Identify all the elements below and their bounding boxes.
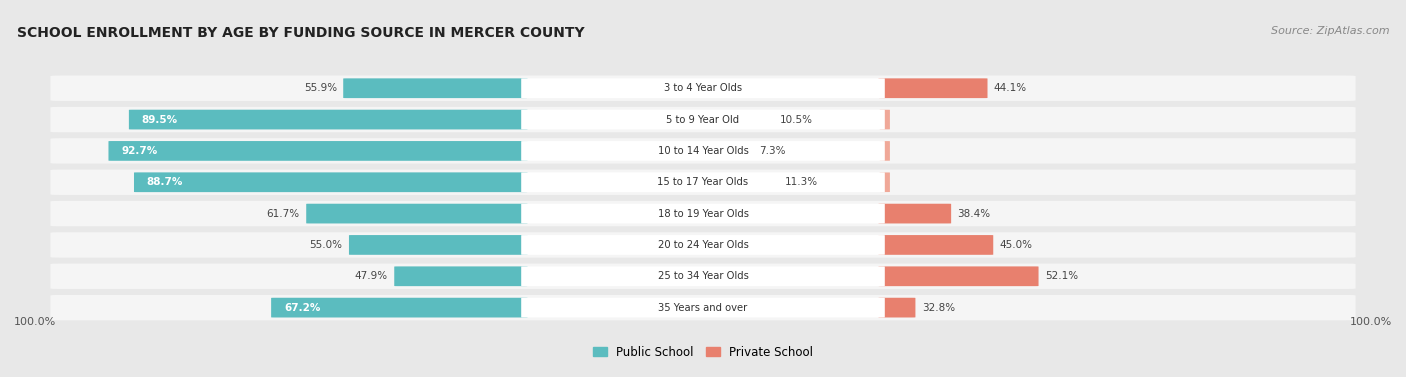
FancyBboxPatch shape <box>522 235 884 255</box>
FancyBboxPatch shape <box>522 172 884 192</box>
FancyBboxPatch shape <box>522 110 884 129</box>
Text: 10 to 14 Year Olds: 10 to 14 Year Olds <box>658 146 748 156</box>
FancyBboxPatch shape <box>51 295 1355 320</box>
FancyBboxPatch shape <box>271 298 527 317</box>
FancyBboxPatch shape <box>522 298 884 317</box>
FancyBboxPatch shape <box>880 110 890 129</box>
FancyBboxPatch shape <box>879 204 950 224</box>
Text: SCHOOL ENROLLMENT BY AGE BY FUNDING SOURCE IN MERCER COUNTY: SCHOOL ENROLLMENT BY AGE BY FUNDING SOUR… <box>17 26 585 40</box>
FancyBboxPatch shape <box>522 267 884 286</box>
FancyBboxPatch shape <box>879 267 1039 286</box>
FancyBboxPatch shape <box>879 235 993 255</box>
Text: 38.4%: 38.4% <box>957 208 991 219</box>
FancyBboxPatch shape <box>51 75 1355 101</box>
FancyBboxPatch shape <box>51 264 1355 289</box>
FancyBboxPatch shape <box>51 232 1355 257</box>
FancyBboxPatch shape <box>879 298 915 317</box>
Text: 18 to 19 Year Olds: 18 to 19 Year Olds <box>658 208 748 219</box>
Text: 44.1%: 44.1% <box>994 83 1026 93</box>
Text: Source: ZipAtlas.com: Source: ZipAtlas.com <box>1271 26 1389 37</box>
FancyBboxPatch shape <box>880 172 890 192</box>
Text: 20 to 24 Year Olds: 20 to 24 Year Olds <box>658 240 748 250</box>
Text: 61.7%: 61.7% <box>267 208 299 219</box>
Text: 25 to 34 Year Olds: 25 to 34 Year Olds <box>658 271 748 281</box>
FancyBboxPatch shape <box>108 141 527 161</box>
Text: 67.2%: 67.2% <box>284 303 321 313</box>
FancyBboxPatch shape <box>51 201 1355 226</box>
Text: 15 to 17 Year Olds: 15 to 17 Year Olds <box>658 177 748 187</box>
FancyBboxPatch shape <box>879 78 987 98</box>
Text: 88.7%: 88.7% <box>146 177 183 187</box>
Text: 45.0%: 45.0% <box>1000 240 1032 250</box>
Text: 100.0%: 100.0% <box>1350 317 1392 327</box>
Text: 10.5%: 10.5% <box>779 115 813 124</box>
FancyBboxPatch shape <box>522 141 884 161</box>
FancyBboxPatch shape <box>394 267 527 286</box>
Text: 47.9%: 47.9% <box>354 271 388 281</box>
FancyBboxPatch shape <box>522 78 884 98</box>
FancyBboxPatch shape <box>343 78 527 98</box>
Text: 100.0%: 100.0% <box>14 317 56 327</box>
Text: 11.3%: 11.3% <box>785 177 818 187</box>
Text: 55.9%: 55.9% <box>304 83 337 93</box>
Text: 3 to 4 Year Olds: 3 to 4 Year Olds <box>664 83 742 93</box>
FancyBboxPatch shape <box>129 110 527 129</box>
FancyBboxPatch shape <box>307 204 527 224</box>
FancyBboxPatch shape <box>134 172 527 192</box>
FancyBboxPatch shape <box>880 141 890 161</box>
Text: 89.5%: 89.5% <box>142 115 177 124</box>
Text: 35 Years and over: 35 Years and over <box>658 303 748 313</box>
Legend: Public School, Private School: Public School, Private School <box>593 345 813 359</box>
FancyBboxPatch shape <box>51 107 1355 132</box>
Text: 92.7%: 92.7% <box>121 146 157 156</box>
FancyBboxPatch shape <box>522 204 884 224</box>
FancyBboxPatch shape <box>349 235 527 255</box>
Text: 55.0%: 55.0% <box>309 240 343 250</box>
Text: 52.1%: 52.1% <box>1045 271 1078 281</box>
Text: 32.8%: 32.8% <box>922 303 955 313</box>
Text: 7.3%: 7.3% <box>759 146 786 156</box>
FancyBboxPatch shape <box>51 170 1355 195</box>
Text: 5 to 9 Year Old: 5 to 9 Year Old <box>666 115 740 124</box>
FancyBboxPatch shape <box>51 138 1355 164</box>
